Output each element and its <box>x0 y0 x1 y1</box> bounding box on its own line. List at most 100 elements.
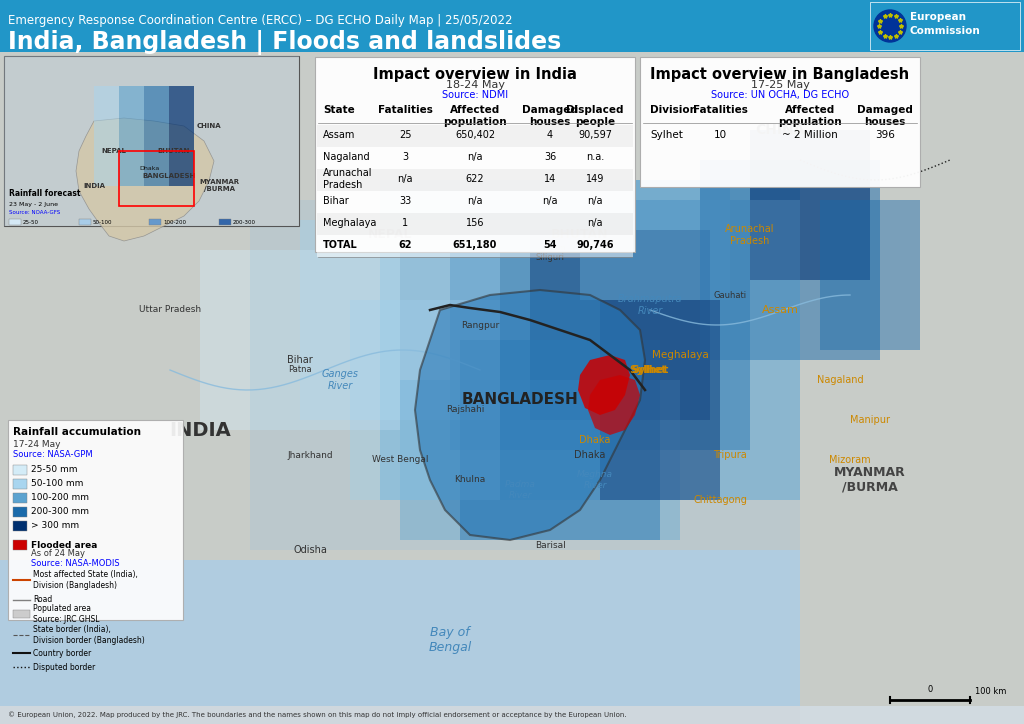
Text: India, Bangladesh | Floods and landslides: India, Bangladesh | Floods and landslide… <box>8 30 561 55</box>
Bar <box>9 219 22 225</box>
Text: Disputed border: Disputed border <box>33 662 95 671</box>
Text: Bay of
Bengal: Bay of Bengal <box>428 626 472 654</box>
Bar <box>13 465 27 475</box>
Text: Bihar: Bihar <box>287 355 313 365</box>
Text: Chittagong: Chittagong <box>693 495 746 505</box>
Text: State border (India),
Division border (Bangladesh): State border (India), Division border (B… <box>33 626 144 644</box>
Text: Jharkhand: Jharkhand <box>287 450 333 460</box>
Bar <box>8 420 183 620</box>
Text: n/a: n/a <box>467 152 482 162</box>
Text: Dhaka: Dhaka <box>580 435 610 445</box>
Text: Odisha: Odisha <box>293 545 327 555</box>
Text: 10: 10 <box>714 130 727 140</box>
Text: Nagaland: Nagaland <box>817 375 863 385</box>
Bar <box>450 200 750 450</box>
Text: 100-200 mm: 100-200 mm <box>31 494 89 502</box>
Text: BANGLADESH: BANGLADESH <box>142 173 196 179</box>
Text: Meghalaya: Meghalaya <box>651 350 709 360</box>
Bar <box>4 56 299 226</box>
Bar <box>870 2 1020 50</box>
Text: 23 May - 2 June: 23 May - 2 June <box>9 202 58 207</box>
Text: As of 24 May: As of 24 May <box>31 550 85 558</box>
Text: 0: 0 <box>928 685 933 694</box>
Text: CHINA: CHINA <box>756 123 805 137</box>
Bar <box>400 380 680 540</box>
Bar <box>13 479 27 489</box>
Bar <box>600 300 720 500</box>
Bar <box>317 147 633 169</box>
Text: Flooded area: Flooded area <box>31 541 97 550</box>
Bar <box>144 86 169 186</box>
Bar <box>317 169 633 191</box>
Text: State: State <box>323 105 354 115</box>
Text: 33: 33 <box>399 196 411 206</box>
Polygon shape <box>588 375 640 435</box>
Text: Ganges
River: Ganges River <box>322 369 358 391</box>
Text: 36: 36 <box>544 152 556 162</box>
Text: 200-300 mm: 200-300 mm <box>31 508 89 516</box>
Text: Fatalities: Fatalities <box>378 105 432 115</box>
Bar <box>13 493 27 503</box>
Text: Patna: Patna <box>288 366 312 374</box>
Bar <box>317 191 633 213</box>
Text: TOTAL: TOTAL <box>323 240 357 250</box>
Text: 4: 4 <box>547 130 553 140</box>
Text: Khulna: Khulna <box>455 476 485 484</box>
Text: Assam: Assam <box>762 305 799 315</box>
Text: Road: Road <box>33 596 52 605</box>
Text: 200-300: 200-300 <box>233 219 256 224</box>
Text: n/a: n/a <box>587 196 603 206</box>
Text: 3: 3 <box>402 152 408 162</box>
Text: Assam: Assam <box>323 130 355 140</box>
Text: n/a: n/a <box>543 196 558 206</box>
Bar <box>300 220 500 420</box>
Text: West Bengal: West Bengal <box>372 455 428 465</box>
Text: 650,402: 650,402 <box>455 130 495 140</box>
Bar <box>600 550 800 724</box>
Bar <box>350 300 500 500</box>
Text: Manipur: Manipur <box>850 415 890 425</box>
Bar <box>119 151 194 206</box>
Text: Rajshahi: Rajshahi <box>445 405 484 415</box>
Bar <box>79 219 91 225</box>
Text: Source: NOAA-GFS: Source: NOAA-GFS <box>9 210 60 215</box>
Bar <box>94 86 119 186</box>
Text: Sikkm: Sikkm <box>545 245 565 251</box>
Text: Rainfall accumulation: Rainfall accumulation <box>13 427 141 437</box>
Text: Damaged
houses: Damaged houses <box>522 105 578 127</box>
Text: 50-100: 50-100 <box>93 219 113 224</box>
Text: MYANMAR
/BURMA: MYANMAR /BURMA <box>199 180 239 193</box>
Bar <box>640 57 920 187</box>
Bar <box>150 219 161 225</box>
Text: Populated area
Source: JRC GHSL: Populated area Source: JRC GHSL <box>33 605 99 623</box>
Text: Impact overview in Bangladesh: Impact overview in Bangladesh <box>650 67 909 82</box>
Bar <box>13 540 27 550</box>
Text: Fatalities: Fatalities <box>692 105 748 115</box>
Text: > 300 mm: > 300 mm <box>31 521 79 531</box>
Text: CHINA: CHINA <box>197 123 221 129</box>
Text: Padma
River: Padma River <box>505 480 536 500</box>
Text: Affected
population: Affected population <box>443 105 507 127</box>
Bar <box>460 340 660 540</box>
Text: 651,180: 651,180 <box>453 240 498 250</box>
Text: 25-50 mm: 25-50 mm <box>31 466 78 474</box>
Text: n/a: n/a <box>587 218 603 228</box>
Bar <box>380 180 800 500</box>
Text: Impact overview in India: Impact overview in India <box>373 67 577 82</box>
Polygon shape <box>415 290 645 540</box>
Text: Nagaland: Nagaland <box>323 152 370 162</box>
Text: 396: 396 <box>876 130 895 140</box>
Text: Affected
population: Affected population <box>778 105 842 127</box>
Text: Source: NASA-GPM: Source: NASA-GPM <box>13 450 92 459</box>
Text: European: European <box>910 12 966 22</box>
Text: Source: NDMI: Source: NDMI <box>442 90 508 100</box>
Text: BANGLADESH: BANGLADESH <box>462 392 579 408</box>
Polygon shape <box>76 118 214 241</box>
Text: Rangpur: Rangpur <box>461 321 499 329</box>
Text: 50-100 mm: 50-100 mm <box>31 479 83 489</box>
Text: NEPAL: NEPAL <box>368 229 413 242</box>
Bar <box>0 706 1024 724</box>
Text: 25-50: 25-50 <box>23 219 39 224</box>
Text: Rainfall forecast: Rainfall forecast <box>9 189 81 198</box>
Text: 100-200: 100-200 <box>163 219 186 224</box>
